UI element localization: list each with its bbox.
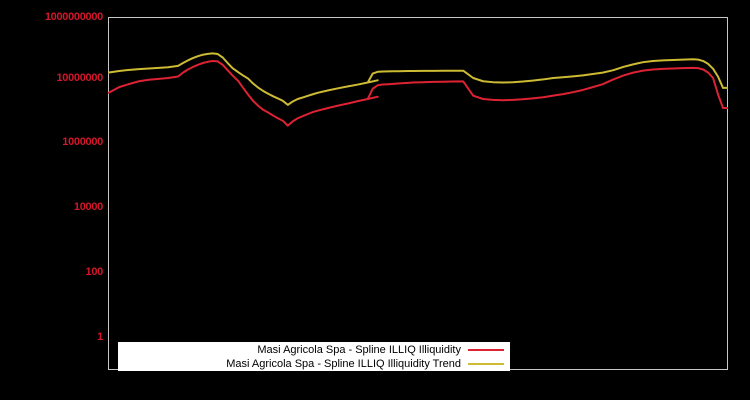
legend-swatch-illiquidity — [468, 349, 504, 351]
y-axis-tick-labels: 1000000000 10000000 1000000 10000 100 1 — [0, 0, 103, 400]
y-tick-label: 10000 — [73, 201, 103, 213]
legend-swatch-illiquidity-trend — [468, 363, 504, 365]
chart-legend: Masi Agricola Spa - Spline ILLIQ Illiqui… — [118, 342, 510, 371]
legend-label-illiquidity: Masi Agricola Spa - Spline ILLIQ Illiqui… — [257, 344, 461, 356]
legend-label-illiquidity-trend: Masi Agricola Spa - Spline ILLIQ Illiqui… — [226, 358, 461, 370]
plot-area-frame — [108, 17, 728, 370]
legend-entry-illiquidity: Masi Agricola Spa - Spline ILLIQ Illiqui… — [118, 343, 510, 357]
y-tick-label: 1 — [97, 331, 103, 343]
y-tick-label: 100 — [85, 266, 104, 278]
y-tick-label: 10000000 — [56, 72, 103, 84]
y-tick-label: 1000000000 — [44, 11, 103, 23]
y-tick-label: 1000000 — [62, 136, 103, 148]
legend-entry-illiquidity-trend: Masi Agricola Spa - Spline ILLIQ Illiqui… — [118, 357, 510, 371]
